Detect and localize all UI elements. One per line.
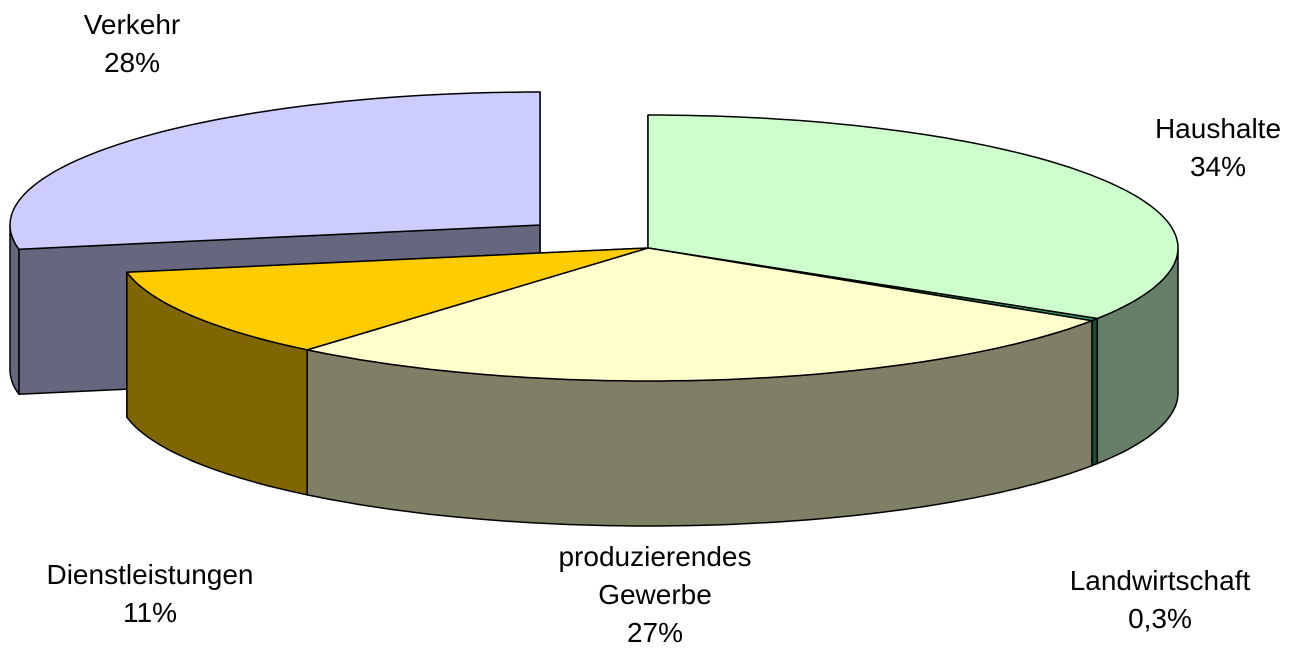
slice-side [9,224,20,395]
category-label: Haushalte [1154,113,1282,144]
category-label: Verkehr [83,9,181,40]
data-label: produzierendes Gewerbe 27% [505,538,805,652]
slice-side [1091,317,1099,467]
data-label: Dienstleistungen 11% [0,556,300,632]
percent-label: 34% [1189,151,1247,182]
percent-label: 0,3% [1128,603,1192,634]
percent-label: 28% [103,47,161,78]
slice-top [126,247,649,351]
data-label: Landwirtschaft 0,3% [1010,562,1294,638]
slice-top [306,247,1093,382]
category-label: Dienstleistungen [46,559,254,590]
data-label: Verkehr 28% [0,6,282,82]
category-label: produzierendes Gewerbe [558,541,752,610]
slice-top [647,114,1179,320]
category-label: Landwirtschaft [1069,565,1251,596]
slice-top [9,91,541,250]
percent-label: 11% [123,597,177,628]
percent-label: 27% [626,617,684,648]
data-label: Haushalte 34% [1068,110,1294,186]
